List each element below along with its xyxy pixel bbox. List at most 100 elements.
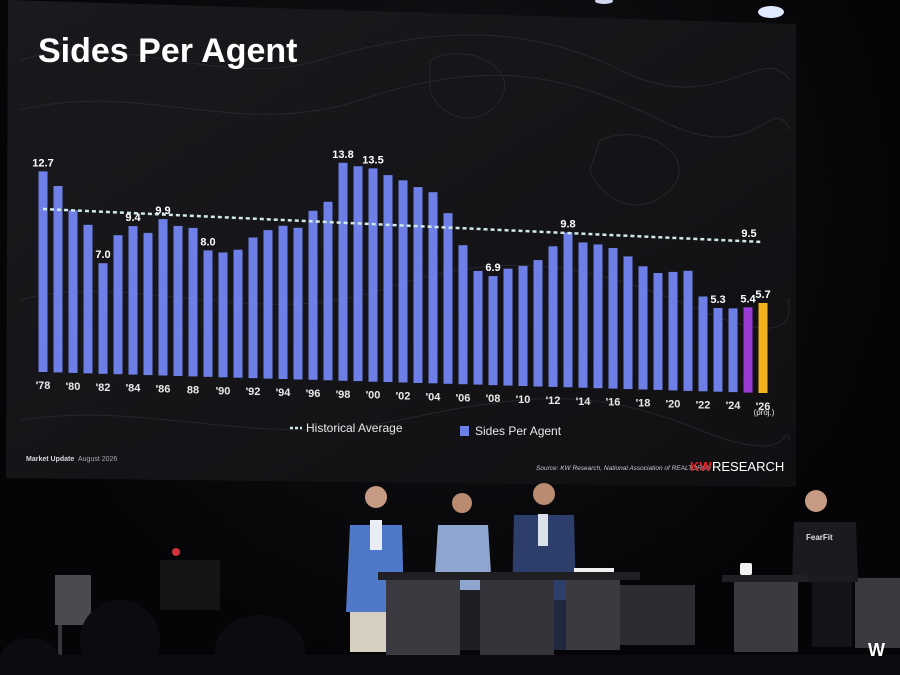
bar-2006 (458, 245, 468, 385)
bar-1979 (53, 186, 63, 373)
x-tick-label: '78 (36, 380, 51, 392)
data-label-1978: 12.7 (32, 157, 53, 169)
legend-bars-swatch (460, 426, 469, 436)
x-tick-label: '06 (456, 392, 471, 404)
bar-2015 (593, 244, 603, 389)
bar-1980 (68, 210, 78, 373)
data-label-1986: 9.9 (155, 205, 170, 217)
corner-logo: W (868, 640, 885, 660)
chair (55, 575, 91, 625)
bar-2025 (743, 307, 753, 393)
bar-2007 (473, 270, 483, 385)
legend-average-label: Historical Average (306, 421, 403, 435)
bar-2003 (413, 187, 423, 383)
bar-2001 (383, 175, 393, 382)
bar-series (38, 162, 768, 393)
source-note: Source: KW Research, National Associatio… (536, 464, 711, 472)
bar-2008 (488, 276, 498, 386)
ceiling-light-2 (595, 0, 613, 4)
brand-kw: KW (690, 459, 712, 474)
bar-2018 (638, 266, 648, 390)
data-label-2013: 9.8 (560, 219, 575, 231)
stage-platform (855, 578, 900, 648)
x-tick-label: '02 (396, 391, 411, 403)
bar-1985 (143, 232, 153, 376)
x-tick-label: '96 (306, 388, 321, 400)
proj-note: (proj.) (754, 408, 775, 417)
data-label-1984: 9.4 (125, 212, 141, 224)
x-tick-label: '84 (126, 383, 142, 395)
papers (574, 568, 614, 572)
ceiling-light (758, 6, 784, 18)
x-tick-label: '14 (576, 396, 592, 408)
x-tick-label: '08 (486, 393, 501, 405)
chair-leg (58, 625, 62, 655)
x-tick-label: '12 (546, 395, 561, 407)
x-tick-label: '04 (426, 391, 442, 403)
average-line (42, 207, 764, 244)
bar-1996 (308, 210, 318, 380)
audience-silhouettes (0, 600, 900, 675)
shirt-print: FearFit (806, 533, 833, 542)
bar-2010 (518, 265, 528, 386)
bar-2021 (683, 270, 693, 391)
coffee-mug (740, 563, 752, 575)
x-tick-label: '16 (606, 397, 621, 409)
bar-1989 (203, 250, 213, 377)
footer-date: August 2026 (78, 456, 117, 463)
bar-2026 (758, 303, 768, 393)
bar-1981 (83, 224, 93, 374)
bar-2013 (563, 232, 573, 388)
bar-1991 (233, 249, 243, 378)
bar-1983 (113, 235, 123, 375)
bar-2000 (368, 168, 378, 382)
data-label-1982: 7.0 (95, 249, 110, 261)
bar-2012 (548, 246, 558, 387)
bar-1997 (323, 201, 333, 381)
bar-2004 (428, 192, 438, 384)
x-tick-label: '82 (96, 382, 111, 394)
bar-2005 (443, 213, 453, 384)
x-tick-label: '10 (516, 394, 531, 406)
topo-pattern (19, 34, 791, 447)
bar-2023 (713, 308, 723, 392)
legend-bars-label: Sides Per Agent (475, 424, 562, 438)
bar-1992 (248, 237, 258, 379)
x-tick-labels: '78 '80 '82 '84 '86 88 '90 '92 '94 '96 '98 '00 '02 '0… (36, 380, 771, 413)
x-tick-label: '20 (666, 398, 681, 410)
x-tick-label: 88 (187, 384, 199, 396)
bar-1988 (188, 227, 198, 377)
camera-light (172, 548, 180, 556)
bar-1982 (98, 263, 108, 374)
bar-2009 (503, 268, 513, 386)
x-tick-label: '26 (756, 401, 771, 413)
data-label-2000: 13.5 (362, 154, 383, 166)
historical-average: 9.5 (42, 207, 764, 244)
data-label-2008: 6.9 (485, 262, 500, 274)
footer-market-update: Market Update (26, 456, 74, 463)
data-label-1989: 8.0 (200, 236, 215, 248)
x-tick-label: '22 (696, 399, 711, 411)
bar-2017 (623, 256, 633, 390)
presenter-black-tshirt: FearFit (792, 490, 858, 647)
bar-1995 (293, 227, 303, 380)
bar-2016 (608, 248, 618, 389)
bar-1987 (173, 225, 183, 376)
x-tick-label: '24 (726, 400, 742, 412)
data-labels: 12.7 7.0 9.4 9.9 8.0 13.8 13.5 6.9 9.8 5.3 5.4 5.7 (32, 149, 770, 306)
data-label-2026: 5.7 (755, 289, 770, 301)
x-tick-label: '94 (276, 387, 292, 399)
camera-rig (160, 560, 220, 610)
slide-title: Sides Per Agent (38, 32, 297, 70)
bar-1998 (338, 162, 348, 381)
bar-2022 (698, 296, 708, 392)
bar-2002 (398, 180, 408, 383)
bar-1993 (263, 230, 273, 379)
x-tick-label: '86 (156, 384, 171, 396)
data-label-2023: 5.3 (710, 294, 725, 306)
brand-research: RESEARCH (712, 459, 784, 474)
bar-1999 (353, 166, 363, 382)
bar-1986 (158, 219, 168, 376)
